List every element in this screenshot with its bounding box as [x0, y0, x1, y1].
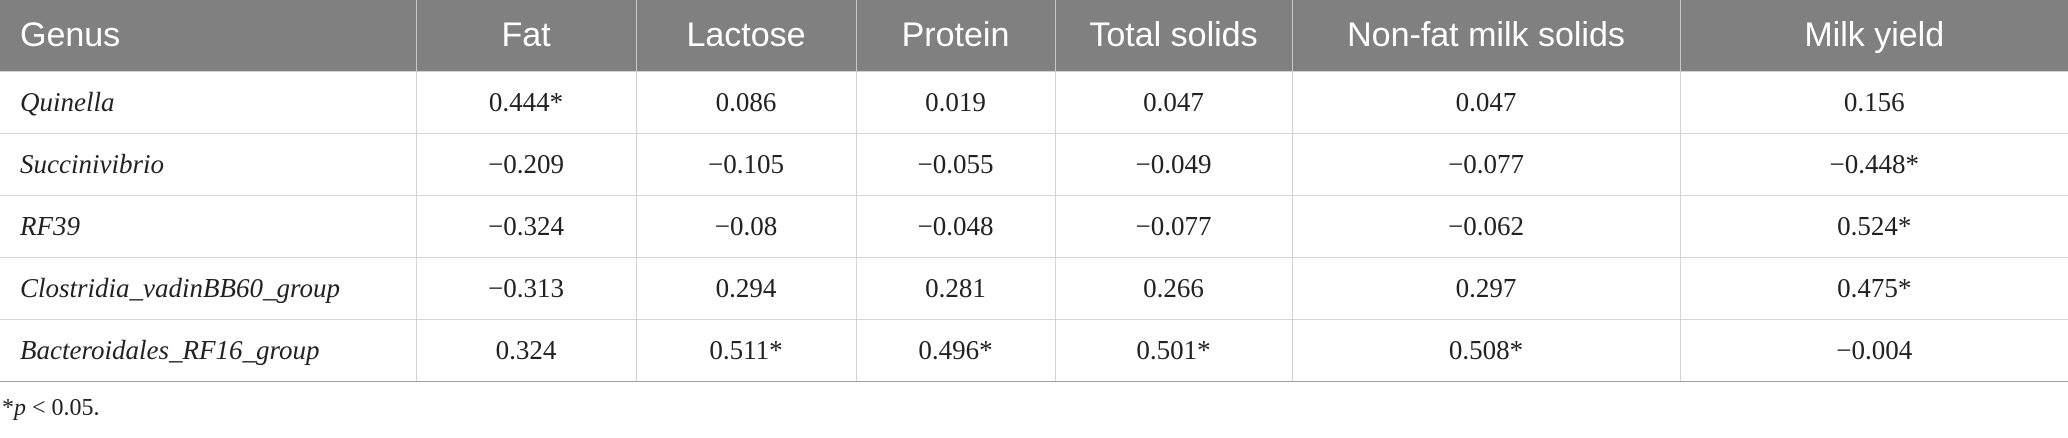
value-cell: −0.077: [1055, 195, 1293, 258]
correlation-table-container: Genus Fat Lactose Protein Total solids N…: [0, 0, 2068, 382]
genus-cell: Succinivibrio: [0, 133, 417, 196]
value-cell: 0.324: [416, 319, 637, 382]
header-genus: Genus: [0, 0, 417, 72]
value-cell: −0.049: [1055, 133, 1293, 196]
genus-cell: RF39: [0, 195, 417, 258]
footnote-p-symbol: p: [14, 395, 26, 421]
value-cell: 0.444*: [416, 71, 637, 134]
value-cell: 0.511*: [636, 319, 857, 382]
value-cell: −0.048: [856, 195, 1056, 258]
header-lactose: Lactose: [636, 0, 857, 72]
value-cell: 0.508*: [1292, 319, 1681, 382]
value-cell: 0.266: [1055, 257, 1293, 320]
header-protein: Protein: [856, 0, 1056, 72]
header-milk-yield: Milk yield: [1680, 0, 2068, 72]
value-cell: 0.281: [856, 257, 1056, 320]
table-footnote: *p < 0.05.: [2, 395, 100, 422]
value-cell: −0.324: [416, 195, 637, 258]
header-fat: Fat: [416, 0, 637, 72]
value-cell: −0.209: [416, 133, 637, 196]
table-row: Bacteroidales_RF16_group 0.324 0.511* 0.…: [0, 319, 2068, 382]
value-cell: 0.156: [1680, 71, 2068, 134]
header-total-solids: Total solids: [1055, 0, 1293, 72]
value-cell: −0.313: [416, 257, 637, 320]
value-cell: 0.501*: [1055, 319, 1293, 382]
value-cell: 0.047: [1055, 71, 1293, 134]
value-cell: 0.297: [1292, 257, 1681, 320]
value-cell: −0.077: [1292, 133, 1681, 196]
value-cell: −0.004: [1680, 319, 2068, 382]
value-cell: 0.294: [636, 257, 857, 320]
genus-cell: Clostridia_vadinBB60_group: [0, 257, 417, 320]
footnote-star: *: [2, 395, 14, 421]
value-cell: 0.019: [856, 71, 1056, 134]
table-row: Succinivibrio −0.209 −0.105 −0.055 −0.04…: [0, 133, 2068, 196]
value-cell: −0.062: [1292, 195, 1681, 258]
value-cell: −0.055: [856, 133, 1056, 196]
header-row: Genus Fat Lactose Protein Total solids N…: [0, 0, 2068, 72]
genus-cell: Bacteroidales_RF16_group: [0, 319, 417, 382]
genus-cell: Quinella: [0, 71, 417, 134]
header-non-fat-milk-solids: Non-fat milk solids: [1292, 0, 1681, 72]
value-cell: 0.524*: [1680, 195, 2068, 258]
value-cell: −0.448*: [1680, 133, 2068, 196]
value-cell: 0.475*: [1680, 257, 2068, 320]
value-cell: 0.047: [1292, 71, 1681, 134]
table-row: Quinella 0.444* 0.086 0.019 0.047 0.047 …: [0, 71, 2068, 134]
table-row: Clostridia_vadinBB60_group −0.313 0.294 …: [0, 257, 2068, 320]
value-cell: 0.496*: [856, 319, 1056, 382]
table-row: RF39 −0.324 −0.08 −0.048 −0.077 −0.062 0…: [0, 195, 2068, 258]
value-cell: −0.105: [636, 133, 857, 196]
value-cell: −0.08: [636, 195, 857, 258]
value-cell: 0.086: [636, 71, 857, 134]
correlation-table: Genus Fat Lactose Protein Total solids N…: [0, 0, 2068, 382]
footnote-threshold: < 0.05.: [26, 395, 100, 421]
